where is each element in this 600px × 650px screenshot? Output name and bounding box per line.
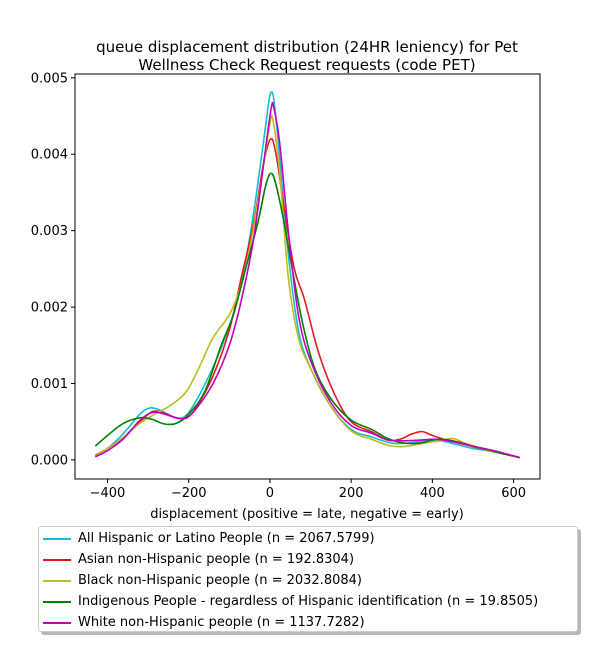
plot-frame	[74, 73, 541, 480]
series-line-2	[94, 114, 520, 459]
legend: All Hispanic or Latino People (n = 2067.…	[38, 526, 578, 632]
legend-label-2: Black non-Hispanic people (n = 2032.8084…	[78, 573, 362, 588]
x-tick-label-5: 600	[501, 486, 526, 501]
x-tick-label-4: 400	[420, 486, 445, 501]
y-tick-label-2: 0.002	[31, 301, 68, 316]
legend-item-0: All Hispanic or Latino People (n = 2067.…	[39, 528, 375, 549]
legend-label-4: White non-Hispanic people (n = 1137.7282…	[78, 615, 365, 630]
y-tick-label-5: 0.005	[31, 71, 68, 86]
legend-item-1: Asian non-Hispanic people (n = 192.8304)	[39, 549, 354, 570]
legend-item-4: White non-Hispanic people (n = 1137.7282…	[39, 612, 365, 633]
legend-swatch-4	[43, 621, 71, 624]
legend-label-3: Indigenous People - regardless of Hispan…	[78, 594, 539, 609]
legend-swatch-3	[43, 600, 71, 603]
x-tick-label-3: 200	[339, 486, 364, 501]
legend-swatch-2	[43, 579, 71, 582]
legend-swatch-0	[43, 537, 71, 540]
legend-item-3: Indigenous People - regardless of Hispan…	[39, 591, 538, 612]
y-tick-label-1: 0.001	[31, 377, 68, 392]
x-axis-label: displacement (positive = late, negative …	[150, 507, 464, 522]
chart-title-line-2: Wellness Check Request requests (code PE…	[138, 56, 475, 74]
chart-title-line-1: queue displacement distribution (24HR le…	[96, 38, 518, 56]
legend-label-1: Asian non-Hispanic people (n = 192.8304)	[78, 552, 355, 567]
y-tick-label-3: 0.003	[31, 224, 68, 239]
legend-label-0: All Hispanic or Latino People (n = 2067.…	[78, 531, 375, 546]
x-tick-label-2: 0	[266, 486, 274, 501]
series-line-4	[94, 101, 520, 459]
plot-area: −400 −200 0 200 400 600 0.000 0.001 0.002 0.003 0.…	[31, 71, 541, 501]
legend-item-2: Black non-Hispanic people (n = 2032.8084…	[39, 570, 362, 591]
series-line-3	[94, 172, 520, 459]
x-tick-label-0: −400	[90, 486, 126, 501]
x-tick-label-1: −200	[171, 486, 207, 501]
y-tick-label-4: 0.004	[31, 148, 68, 163]
y-tick-label-0: 0.000	[31, 453, 68, 468]
series-line-0	[94, 91, 520, 459]
legend-swatch-1	[43, 558, 71, 561]
